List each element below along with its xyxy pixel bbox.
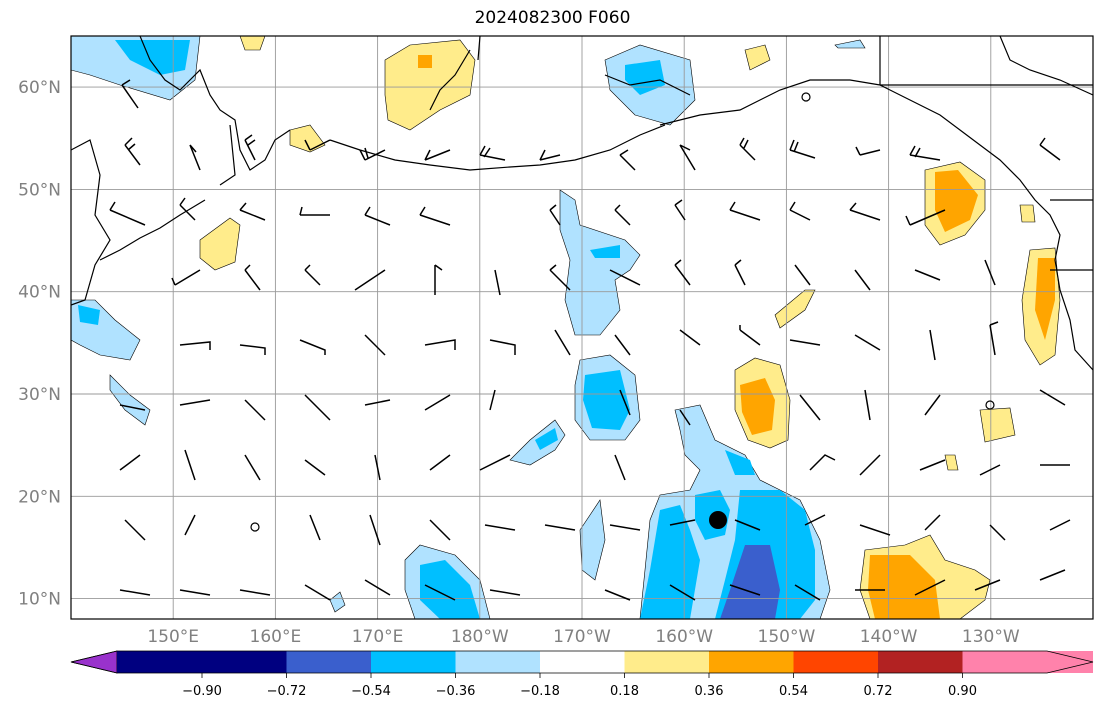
colorbar-tick-label: −0.72 (267, 684, 307, 699)
colorbar-bin (624, 651, 709, 673)
lon-label: 160°W (655, 627, 713, 647)
lon-label: 140°W (860, 627, 918, 647)
colorbar-bin (793, 651, 878, 673)
colorbar-bin (709, 651, 794, 673)
map-title: 2024082300 F060 (474, 8, 631, 28)
coastlines (71, 36, 1093, 371)
lon-label: 170°W (553, 627, 611, 647)
colorbar: −0.90 −0.72 −0.54 −0.36 −0.18 0.18 0.36 … (70, 650, 1094, 699)
colorbar-bin (455, 651, 540, 673)
colorbar-tick-label: 0.72 (864, 684, 893, 699)
lon-label: 180°W (451, 627, 509, 647)
colorbar-extend-low (70, 650, 118, 674)
colorbar-extend-high (962, 651, 1093, 673)
colorbar-bin (540, 651, 625, 673)
lat-label: 20°N (18, 487, 61, 507)
lon-label: 160°E (250, 627, 302, 647)
colorbar-tick-label: −0.36 (436, 684, 476, 699)
neg-region-hawaii (579, 499, 606, 581)
lon-label: 150°E (147, 627, 199, 647)
colorbar-tick-label: −0.18 (520, 684, 560, 699)
na-border (879, 36, 1093, 271)
longitude-labels: 150°E 160°E 170°E 180°W 170°W 160°W 150°… (147, 627, 1020, 647)
colorbar-bin (286, 651, 371, 673)
lat-label: 60°N (18, 78, 61, 98)
colorbar-tick-label: 0.54 (779, 684, 808, 699)
colorbar-tick-label: 0.36 (695, 684, 724, 699)
calm-circle (985, 400, 995, 410)
alaska-coast (429, 36, 1093, 371)
asia-coast (71, 139, 111, 306)
colorbar-bin (371, 651, 456, 673)
colorbar-tick-label: 0.90 (948, 684, 977, 699)
latitude-labels: 60°N 50°N 40°N 30°N 20°N 10°N (18, 78, 61, 610)
anomaly-shading (71, 36, 1061, 619)
neg-region-central-north (559, 189, 641, 336)
storm-center-marker (709, 511, 727, 529)
lon-label: 150°W (758, 627, 816, 647)
colorbar-tick-label: 0.18 (610, 684, 639, 699)
colorbar-bin (117, 651, 202, 673)
calm-circle (250, 522, 260, 532)
lon-label: 170°E (352, 627, 404, 647)
lat-label: 10°N (18, 590, 61, 610)
colorbar-bin (202, 651, 287, 673)
colorbar-bin (878, 651, 963, 673)
colorbar-tick-label: −0.54 (351, 684, 391, 699)
lat-label: 30°N (18, 385, 61, 405)
map-frame (70, 35, 1094, 620)
aleutian-chain (329, 124, 666, 171)
pos-region-kamchatka (199, 217, 241, 271)
colorbar-tick-label: −0.90 (182, 684, 222, 699)
lat-label: 50°N (18, 180, 61, 200)
gridlines (71, 36, 1093, 619)
pos-region-bering (384, 39, 476, 131)
lat-label: 40°N (18, 283, 61, 303)
wind-barbs (109, 79, 1071, 601)
lon-label: 130°W (962, 627, 1020, 647)
